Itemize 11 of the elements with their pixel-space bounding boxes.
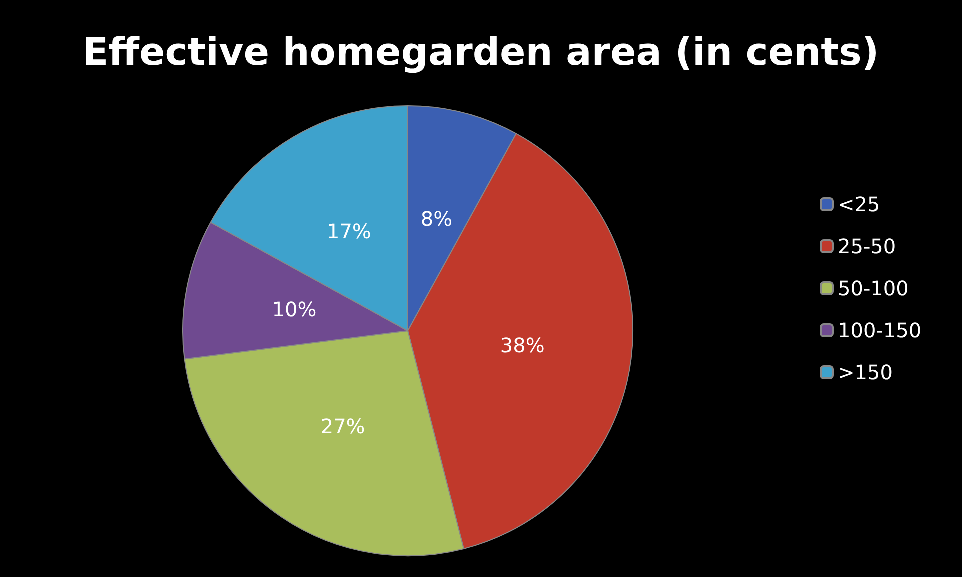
chart-title: Effective homegarden area (in cents) [82,30,880,74]
data-label: 10% [272,297,317,322]
data-label: 8% [420,207,453,232]
legend-label: >150 [838,360,893,384]
legend-label: <25 [838,192,880,216]
data-label: 38% [500,333,545,358]
legend-label: 25-50 [838,234,896,258]
legend-label: 50-100 [838,276,909,300]
legend-label: 100-150 [838,318,922,342]
data-label: 17% [326,220,372,244]
data-label: 27% [320,414,366,439]
